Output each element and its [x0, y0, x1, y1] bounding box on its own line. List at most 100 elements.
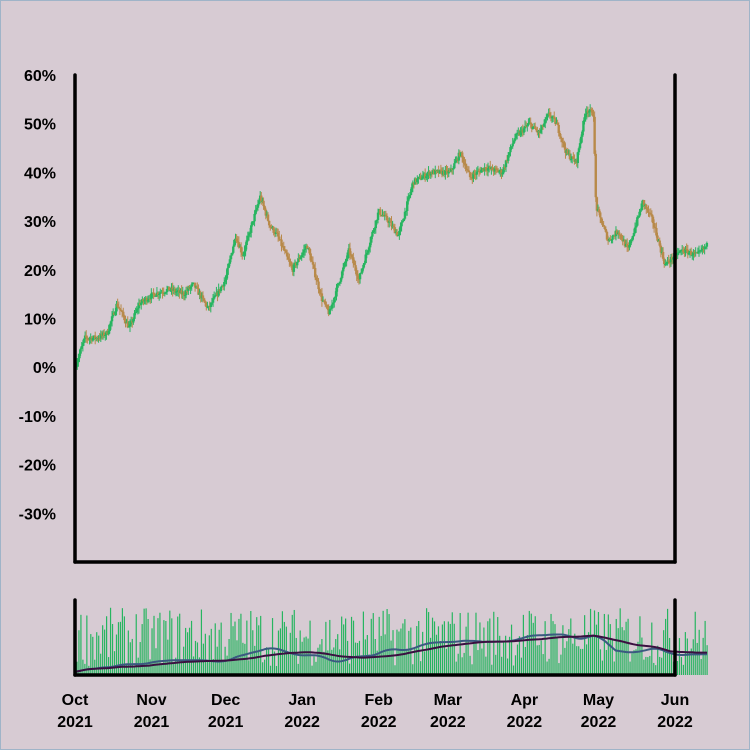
x-tick-month: Nov	[136, 692, 166, 709]
candle	[403, 207, 407, 220]
candle	[338, 281, 342, 287]
candle	[549, 111, 553, 122]
y-tick-label: 30%	[24, 214, 56, 231]
x-tick-year: 2022	[361, 714, 397, 731]
candle	[275, 228, 279, 234]
x-tick-month: Oct	[62, 692, 89, 709]
candle	[568, 150, 572, 161]
candle	[467, 166, 471, 173]
y-tick-label: 40%	[24, 165, 56, 182]
candle	[209, 302, 213, 313]
candle	[546, 114, 549, 121]
candle	[510, 146, 513, 150]
candle	[600, 217, 603, 224]
candle	[705, 241, 709, 250]
y-tick-label: 0%	[33, 360, 56, 377]
candle	[493, 165, 496, 175]
x-tick-year: 2022	[507, 714, 543, 731]
candle	[649, 208, 652, 216]
candle	[609, 235, 612, 241]
candle	[610, 239, 613, 244]
candle	[593, 111, 596, 156]
x-tick-month: Jun	[661, 692, 689, 709]
candle	[648, 212, 651, 218]
candle	[296, 261, 299, 269]
candle	[504, 159, 508, 172]
candle	[663, 257, 666, 268]
candle	[316, 275, 319, 282]
candle	[553, 111, 556, 120]
x-tick-month: Apr	[511, 692, 539, 709]
candle	[102, 329, 106, 339]
candle	[423, 168, 427, 182]
x-tick-year: 2021	[134, 714, 170, 731]
candle	[152, 288, 155, 300]
candle	[206, 301, 209, 309]
candle	[407, 193, 410, 205]
candle	[449, 164, 453, 173]
candle	[126, 316, 129, 329]
candle	[486, 162, 490, 177]
x-tick-year: 2022	[430, 714, 466, 731]
candle	[358, 272, 362, 284]
candle	[331, 302, 335, 309]
candle	[118, 308, 122, 316]
candle	[109, 320, 113, 330]
candle	[633, 222, 637, 235]
candle	[156, 291, 160, 299]
candle	[119, 304, 123, 312]
candle	[137, 298, 141, 314]
candle	[475, 167, 478, 180]
candle	[180, 285, 183, 299]
candle	[390, 216, 393, 231]
candle	[189, 285, 192, 295]
candle	[99, 330, 103, 343]
candle	[491, 164, 494, 171]
candle	[266, 212, 270, 222]
candle	[375, 219, 379, 225]
candle	[280, 234, 283, 252]
candle	[703, 244, 706, 255]
candle	[416, 175, 419, 185]
candle	[211, 294, 215, 307]
candle	[374, 220, 377, 234]
x-tick-month: Feb	[364, 692, 393, 709]
candle	[353, 259, 356, 266]
candle	[364, 249, 367, 264]
candle	[468, 171, 472, 180]
x-tick-year: 2022	[657, 714, 693, 731]
candle	[187, 285, 190, 295]
candle	[361, 267, 364, 275]
candle	[297, 253, 300, 263]
candle	[343, 262, 346, 270]
candle	[330, 299, 334, 312]
candle	[524, 121, 528, 128]
candle	[408, 194, 411, 200]
candle	[85, 330, 88, 343]
candle	[384, 210, 388, 217]
candle	[701, 244, 704, 255]
candle	[233, 239, 236, 247]
x-tick-year: 2021	[208, 714, 244, 731]
candle	[348, 242, 352, 260]
x-tick-year: 2022	[284, 714, 320, 731]
candle	[652, 219, 656, 233]
candle	[472, 170, 475, 183]
candle	[582, 120, 585, 136]
candle	[527, 118, 530, 127]
candle	[264, 207, 267, 220]
candle	[284, 249, 288, 253]
x-tick-year: 2022	[581, 714, 617, 731]
candle	[661, 247, 665, 261]
candle	[328, 306, 331, 315]
candle	[246, 231, 250, 243]
x-tick-month: Mar	[434, 692, 462, 709]
candle	[584, 108, 587, 122]
candle	[320, 287, 324, 307]
y-tick-label: 10%	[24, 312, 56, 329]
candle	[310, 256, 314, 262]
candle	[689, 247, 693, 256]
candle	[150, 288, 153, 304]
x-tick-year: 2021	[57, 714, 93, 731]
candle	[692, 249, 695, 261]
